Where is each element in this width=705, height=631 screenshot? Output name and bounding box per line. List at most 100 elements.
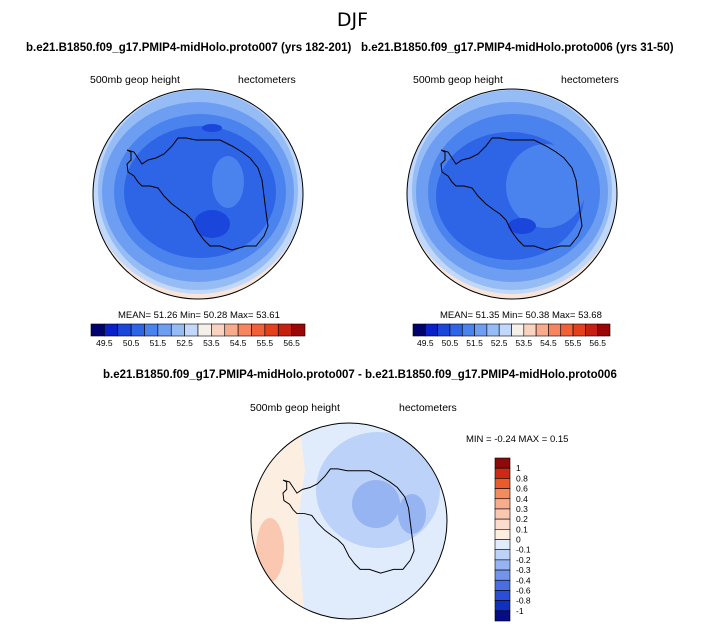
panel-2-colorbar-swatch [461,323,475,337]
panel-1-colorbar-swatch [144,323,159,337]
panel-2-colorbar-swatch [486,323,500,337]
diff-colorbar-swatch [494,467,511,479]
panel-2-colorbar-swatch [474,323,488,337]
panel-2-variable-label: 500mb geop height [413,74,503,86]
diff-map-border [250,422,448,620]
diff-colorbar-swatch [494,559,511,571]
panel-2-colorbar-tick-label: 51.5 [466,338,483,348]
panel-2-colorbar-swatch [585,323,598,337]
panel-2-colorbar-tick-label: 54.5 [540,338,557,348]
panel-2-map [406,88,618,300]
panel-1-colorbar-swatch [251,323,266,337]
panel-1-colorbar-swatch [264,323,279,337]
diff-colorbar-tick-label: 0.1 [516,524,528,534]
diff-colorbar-tick-label: -0.1 [516,545,531,555]
panel-1-stats: MEAN= 51.26 Min= 50.28 Max= 53.61 [118,310,280,321]
panel-1-map-border [92,88,304,300]
panel-1-high-blob [212,156,244,208]
diff-colorbar: 10.80.60.40.30.20.10-0.1-0.2-0.3-0.4-0.6… [494,457,531,622]
panel-2-title: b.e21.B1850.f09_g17.PMIP4-midHolo.proto0… [361,42,674,54]
panel-2-colorbar-swatch [425,323,438,337]
panel-1-colorbar-swatch [130,323,145,337]
diff-colorbar-tick-label: -0.6 [516,585,531,595]
panel-2-colorbar-tick-label: 53.5 [516,338,533,348]
panel-2-colorbar-swatch [449,323,463,337]
panel-1-colorbar-swatch [184,323,199,337]
panel-2-colorbar-swatch [511,323,525,337]
panel-2-colorbar-swatch [548,323,562,337]
diff-colorbar-swatch [494,600,511,612]
diff-colorbar-swatch [494,569,511,581]
panel-1-colorbar-tick-label: 55.5 [257,338,274,348]
panel-2-colorbar-tick-label: 50.5 [442,338,459,348]
diff-colorbar-tick-label: 0 [516,535,521,545]
panel-1-colorbar-swatch [277,323,292,337]
panel-2-colorbar-swatch [572,323,586,337]
diff-panel-variable-label: 500mb geop height [250,402,340,414]
panel-2-colorbar-swatch [597,323,611,337]
panel-1-colorbar-swatch [90,323,105,337]
diff-colorbar-tick-label: 0.4 [516,494,528,504]
panel-2-colorbar-tick-label: 52.5 [491,338,508,348]
panel-2-colorbar-tick-label: 55.5 [565,338,582,348]
panel-1-colorbar-swatch [170,323,185,337]
panel-1-colorbar-tick-label: 51.5 [150,338,167,348]
diff-colorbar-tick-label: 1 [516,463,521,473]
panel-1-units-label: hectometers [238,74,296,86]
diff-colorbar-tick-label: -0.4 [516,575,531,585]
panel-1-low-blob-south [194,210,230,238]
panel-1-colorbar-tick-label: 54.5 [230,338,247,348]
diff-panel-map [250,422,448,620]
diff-colorbar-tick-label: -0.2 [516,555,531,565]
panel-2-stats: MEAN= 51.35 Min= 50.38 Max= 53.68 [440,310,602,321]
diff-colorbar-tick-label: 0.3 [516,504,528,514]
panel-2-colorbar-tick-label: 49.5 [417,338,434,348]
panel-1-low-blob-north [202,124,222,132]
diff-band-neg-0.2 [352,480,400,528]
diff-band-neg-0.2b [398,494,426,534]
diff-colorbar-tick-label: 0.2 [516,514,528,524]
panel-2-colorbar-swatch [437,323,451,337]
panel-2-high-blob [506,144,586,228]
panel-2-units-label: hectometers [561,74,619,86]
diff-colorbar-swatch [494,488,511,500]
panel-2-colorbar-swatch [498,323,512,337]
panel-1-colorbar-swatch [211,323,226,337]
diff-colorbar-swatch [494,610,511,622]
diff-colorbar-swatch [494,457,511,469]
panel-2-colorbar-swatch [523,323,537,337]
diff-colorbar-swatch [494,539,511,550]
diff-colorbar-swatch [494,529,511,540]
panel-2-colorbar-swatch [412,323,426,337]
panel-2-colorbar-tick-label: 56.5 [589,338,606,348]
diff-panel-stats: MIN = -0.24 MAX = 0.15 [466,434,569,445]
diff-colorbar-swatch [494,478,511,489]
diff-colorbar-tick-label: 0.8 [516,473,528,483]
panel-2-map-border [406,88,618,300]
panel-2-colorbar-swatch [535,323,549,337]
panel-1-colorbar-tick-label: 53.5 [203,338,220,348]
diff-colorbar-tick-label: -0.3 [516,565,531,575]
diff-colorbar-swatch [494,590,511,601]
panel-1-colorbar-swatch [104,323,119,337]
diff-colorbar-swatch [494,579,511,591]
panel-1-colorbar-swatch [117,323,132,337]
panel-1-variable-label: 500mb geop height [90,74,180,86]
panel-1-colorbar-swatch [237,323,252,337]
panel-1-colorbar-tick-label: 50.5 [123,338,140,348]
diff-panel-title: b.e21.B1850.f09_g17.PMIP4-midHolo.proto0… [103,369,617,381]
panel-1-colorbar-tick-label: 49.5 [96,338,113,348]
panel-1-map [92,88,304,300]
panel-1-band-50.5 [124,126,276,258]
panel-1-colorbar-swatch [197,323,212,337]
figure-title: DJF [336,9,369,31]
diff-colorbar-swatch [494,498,511,510]
diff-colorbar-tick-label: -1 [516,606,524,616]
panel-2-colorbar-swatch [560,323,574,337]
panel-1-colorbar-tick-label: 56.5 [283,338,300,348]
panel-1-colorbar: 49.5 50.5 51.5 52.5 53.5 54.5 55.5 56.5 [90,323,306,348]
panel-2-colorbar: 49.5 50.5 51.5 52.5 53.5 54.5 55.5 56.5 [412,323,611,348]
panel-1-colorbar-swatch [291,323,306,337]
panel-2-low-blob [508,218,536,234]
